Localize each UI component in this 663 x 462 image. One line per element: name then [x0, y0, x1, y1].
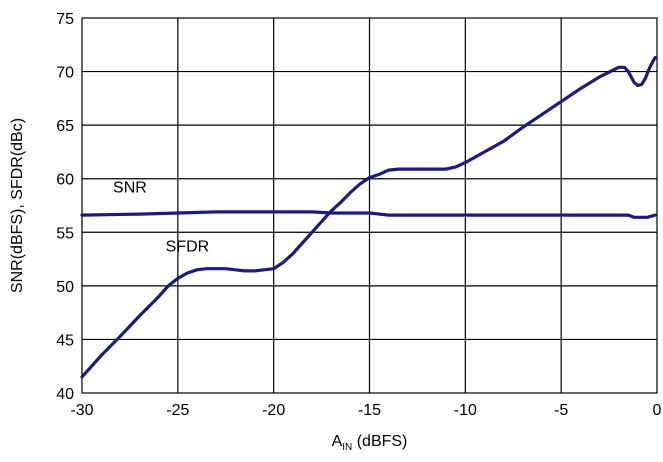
x-axis-title: AIN (dBFS)	[332, 433, 408, 453]
series-label-snr: SNR	[113, 180, 147, 197]
x-tick-label: 0	[653, 402, 662, 419]
y-axis-title: SNR(dBFS), SFDR(dBc)	[9, 118, 26, 293]
series-line-snr	[80, 210, 657, 219]
plot-frame	[81, 17, 658, 394]
x-axis-title-rest: (dBFS)	[352, 433, 407, 450]
x-tick-label: -15	[358, 402, 381, 419]
series-annotations: SNR SFDR	[113, 180, 209, 256]
y-tick-label: 55	[56, 225, 74, 242]
y-tick-label: 50	[56, 279, 74, 296]
x-axis-title-main: A	[332, 433, 343, 450]
series-label-sfdr: SFDR	[166, 239, 210, 256]
series-layer	[80, 56, 657, 379]
y-tick-label: 40	[56, 386, 74, 403]
y-tick-label: 60	[56, 172, 74, 189]
y-tick-label: 65	[56, 118, 74, 135]
grid	[82, 18, 657, 393]
x-axis-title-subscript: IN	[342, 442, 352, 453]
x-tick-label: -25	[166, 402, 189, 419]
x-tick-label: -5	[554, 402, 568, 419]
x-tick-labels: -30 -25 -20 -15 -10 -5 0	[70, 402, 661, 419]
x-tick-label: -10	[454, 402, 477, 419]
y-tick-label: 75	[56, 11, 74, 28]
y-tick-label: 45	[56, 332, 74, 349]
series-line-sfdr	[80, 56, 657, 379]
y-tick-labels: 40 45 50 55 60 65 70 75	[56, 11, 74, 403]
x-tick-label: -20	[262, 402, 285, 419]
x-tick-label: -30	[70, 402, 93, 419]
y-tick-label: 70	[56, 65, 74, 82]
